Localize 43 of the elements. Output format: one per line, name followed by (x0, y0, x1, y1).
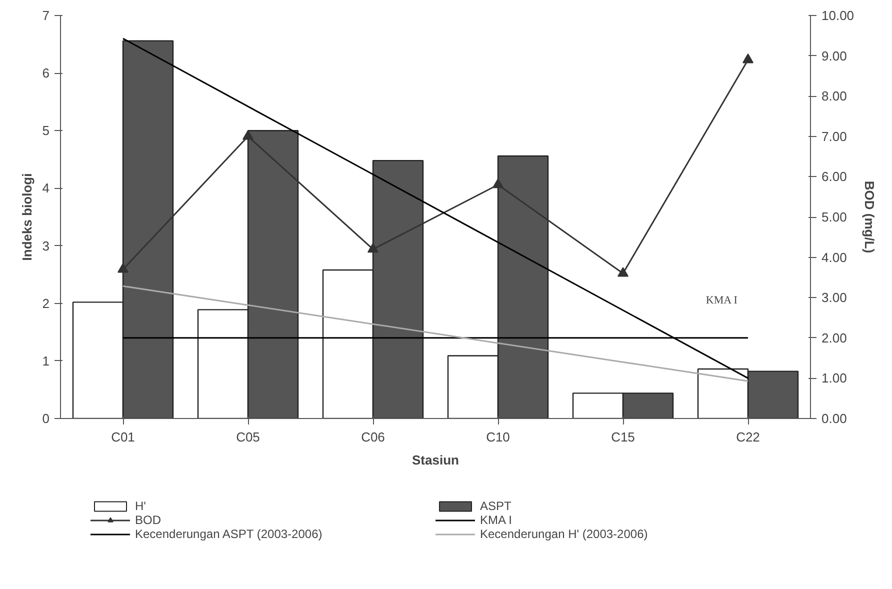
point (242, 130, 254, 140)
point (492, 178, 504, 188)
legend-label: KMA I (480, 513, 514, 527)
y-tick-label: 6 (42, 66, 50, 81)
legend-label: Kecenderungan H' (2003-2006) (480, 527, 649, 541)
y-tick-label: 2 (42, 296, 50, 311)
y2-tick-label: 8.00 (822, 88, 847, 104)
legend-label: H' (135, 499, 147, 513)
x-tick-label: C22 (736, 430, 760, 444)
y-tick-label: 3 (42, 238, 50, 254)
y2-tick-label: 3.00 (822, 290, 847, 306)
legend-label: Kecenderungan ASPT (2003-2006) (135, 527, 324, 541)
y2-axis-title: BOD (mg/L) (862, 180, 878, 254)
y-tick-label: 4 (42, 180, 50, 196)
x-tick-label: C10 (486, 430, 510, 444)
y-tick-label: 5 (42, 123, 50, 138)
point (618, 267, 628, 277)
y2-tick-label: 0.00 (822, 411, 847, 426)
y-tick-label: 7 (42, 8, 50, 23)
y2-tick-label: 6.00 (822, 169, 847, 184)
line-series (122, 38, 749, 379)
point (742, 54, 754, 64)
y-axis-title: Indeks biologi (19, 173, 34, 261)
x-tick-label: C01 (111, 430, 135, 444)
y2-tick-label: 9.00 (822, 48, 847, 64)
y2-tick-label: 7.00 (822, 128, 847, 144)
y-tick-label: 0 (42, 411, 50, 426)
x-tick-label: C15 (611, 430, 635, 444)
legend-label: ASPT (480, 499, 512, 513)
annotation: KMA I (706, 294, 738, 306)
x-tick-label: C05 (236, 430, 260, 444)
y2-tick-label: 4.00 (822, 250, 847, 265)
x-tick-label: C06 (361, 430, 385, 444)
y2-tick-label: 10.00 (822, 8, 854, 23)
x-axis-title: Stasiun (412, 452, 460, 468)
y2-tick-label: 5.00 (822, 210, 847, 224)
y-tick-label: 1 (42, 353, 50, 368)
line-series (122, 285, 749, 382)
point (118, 263, 128, 273)
y2-tick-label: 2.00 (822, 330, 847, 346)
legend-label: BOD (135, 513, 162, 527)
point (368, 242, 378, 253)
y2-tick-label: 1.00 (822, 370, 847, 386)
